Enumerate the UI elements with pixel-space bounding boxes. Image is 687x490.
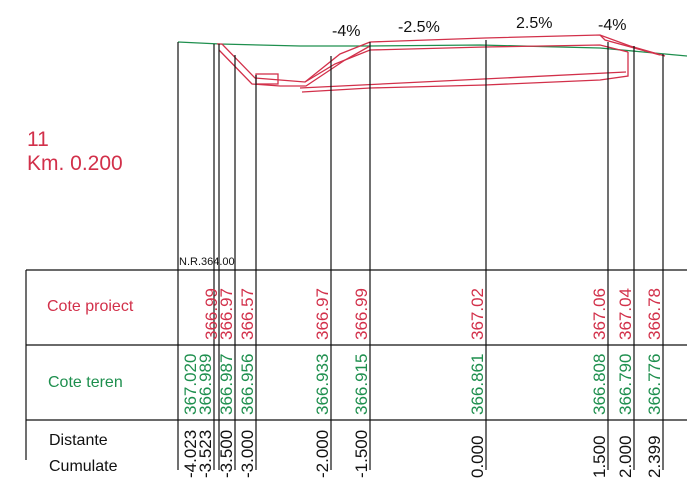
- distance-value: -3.523: [196, 430, 215, 478]
- distance-value: 2.399: [645, 435, 664, 478]
- distance-value: -3.000: [238, 430, 257, 478]
- ditch-outline: [218, 45, 371, 87]
- slope-label: -4%: [332, 23, 360, 40]
- row-label-distante: Distante: [49, 432, 108, 449]
- distance-value: -1.500: [352, 430, 371, 478]
- slope-label: -4%: [598, 17, 626, 34]
- row-label-cote-teren: Cote teren: [48, 374, 123, 391]
- station-lines: [177, 40, 664, 470]
- distance-value: -2.000: [313, 430, 332, 478]
- data-table: [25, 269, 687, 460]
- distance-value: 2.000: [616, 435, 635, 478]
- section-km: Km. 0.200: [27, 152, 123, 175]
- cote-teren-values: 367.020 366.989 366.987 366.956 366.933 …: [181, 354, 664, 415]
- right-shoulder: [599, 34, 661, 56]
- distance-value: -4.023: [181, 430, 200, 478]
- row-label-cumulate: Cumulate: [49, 458, 118, 475]
- design-profile: [217, 34, 666, 93]
- teren-value: 366.861: [468, 354, 487, 415]
- road-platform-outline: [217, 34, 666, 83]
- distance-value: -3.500: [217, 430, 236, 478]
- proiect-value: 366.97: [217, 288, 236, 340]
- slope-label: 2.5%: [516, 15, 552, 32]
- cote-proiect-values: 366.99 366.97 366.57 366.97 366.99 367.0…: [202, 288, 664, 340]
- teren-value: 366.776: [645, 354, 664, 415]
- teren-value: 367.020: [181, 354, 200, 415]
- teren-value: 366.989: [196, 354, 215, 415]
- distance-values: -4.023 -3.523 -3.500 -3.000 -2.000 -1.50…: [181, 430, 664, 478]
- proiect-value: 366.57: [238, 288, 257, 340]
- slope-labels: -4% -2.5% 2.5% -4%: [332, 15, 626, 40]
- distance-value: 0.000: [468, 435, 487, 478]
- proiect-value: 366.97: [313, 288, 332, 340]
- pavement-layer-top: [304, 44, 629, 83]
- proiect-value: 367.06: [590, 288, 609, 340]
- teren-value: 366.808: [590, 354, 609, 415]
- teren-value: 366.987: [217, 354, 236, 415]
- teren-value: 366.956: [238, 354, 257, 415]
- teren-value: 366.915: [352, 354, 371, 415]
- pavement-layer-mid: [299, 71, 627, 89]
- proiect-value: 366.78: [645, 288, 664, 340]
- teren-value: 366.790: [616, 354, 635, 415]
- proiect-value: 366.99: [352, 288, 371, 340]
- section-title: 11 Km. 0.200: [27, 128, 123, 176]
- teren-value: 366.933: [313, 354, 332, 415]
- pavement-layer-bottom: [301, 52, 629, 93]
- proiect-value: 367.02: [468, 288, 487, 340]
- proiect-value: 367.04: [616, 288, 635, 340]
- reference-level-label: N.R.364.00: [179, 256, 235, 268]
- proiect-value: 366.99: [202, 288, 221, 340]
- distance-value: 1.500: [590, 435, 609, 478]
- slope-label: -2.5%: [398, 19, 440, 36]
- row-label-cote-proiect: Cote proiect: [47, 298, 134, 315]
- section-number: 11: [27, 128, 49, 151]
